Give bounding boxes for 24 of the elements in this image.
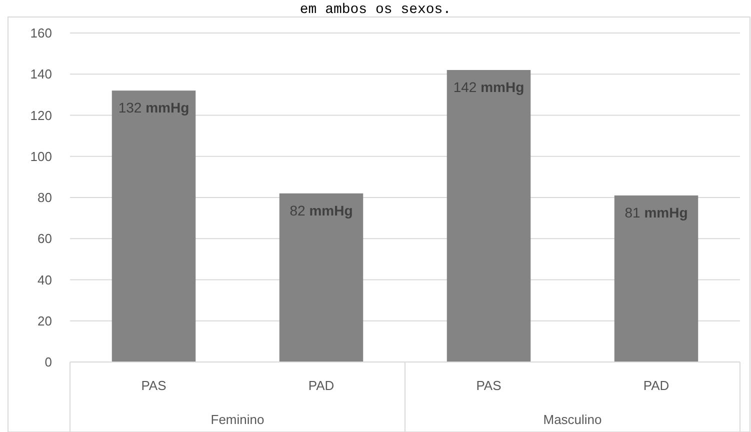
data-label: 81 mmHg bbox=[624, 204, 688, 220]
y-tick-label: 20 bbox=[38, 313, 52, 328]
y-tick-label: 60 bbox=[38, 231, 52, 246]
x-tick-label: PAS bbox=[476, 378, 502, 393]
bar bbox=[614, 195, 698, 362]
y-tick-label: 0 bbox=[44, 354, 52, 370]
data-label: 132 mmHg bbox=[118, 100, 190, 116]
y-tick-label: 160 bbox=[30, 26, 52, 41]
text: Masculino bbox=[543, 412, 602, 427]
y-tick-label: 80 bbox=[38, 190, 52, 206]
bar bbox=[112, 90, 196, 362]
x-tick-label: PAD bbox=[308, 378, 334, 393]
bar bbox=[446, 70, 531, 362]
data-label: 82 mmHg bbox=[290, 202, 353, 218]
x-tick-label: PAS bbox=[141, 378, 167, 393]
text: Feminino bbox=[210, 412, 264, 427]
y-tick-label: 100 bbox=[30, 148, 52, 164]
data-label: 142 mmHg bbox=[453, 79, 524, 96]
y-tick-label: 40 bbox=[38, 272, 52, 288]
bar bbox=[279, 193, 364, 362]
y-tick-label: 140 bbox=[30, 66, 52, 82]
y-tick-label: 120 bbox=[30, 108, 52, 123]
chart-title: em ambos os sexos. bbox=[300, 2, 452, 18]
x-tick-label: PAD bbox=[643, 378, 670, 393]
